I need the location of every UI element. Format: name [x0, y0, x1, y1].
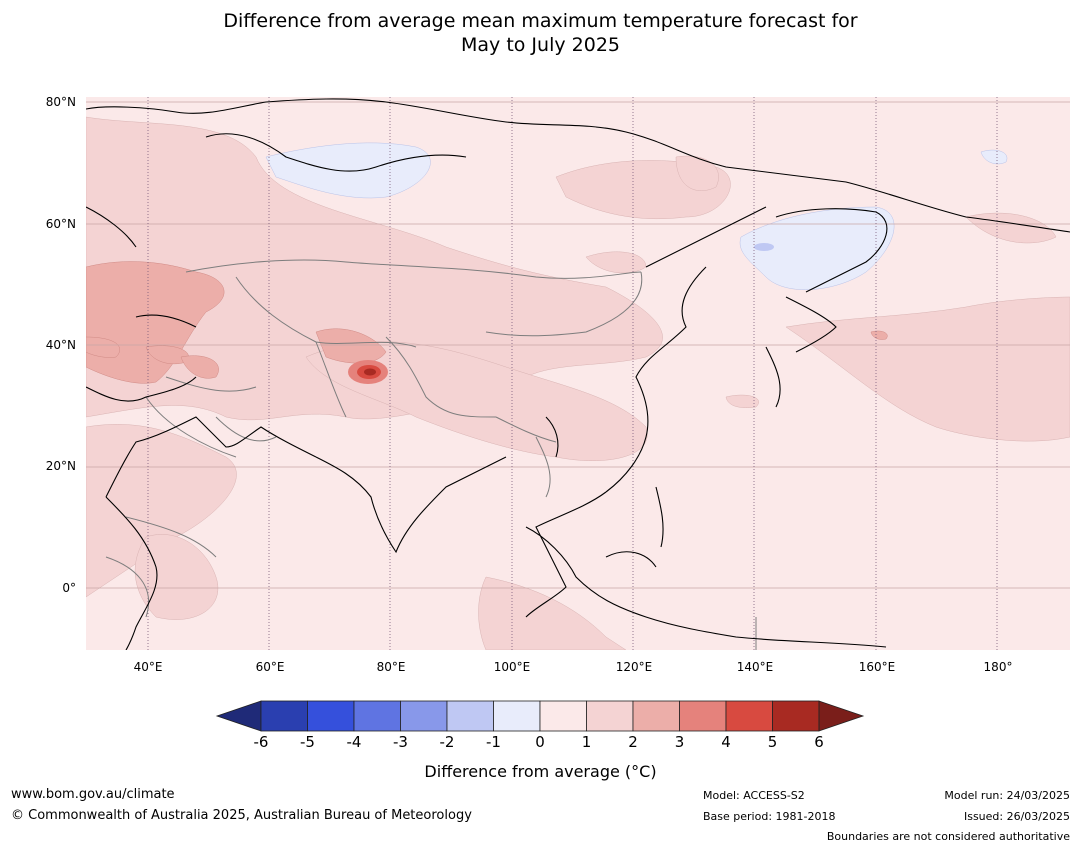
colorbar-tick-label: 0 — [535, 733, 545, 751]
lat-label-0: 0° — [62, 581, 76, 595]
colorbar-segment — [632, 700, 680, 732]
footer-disclaimer: Boundaries are not considered authoritat… — [826, 830, 1070, 843]
colorbar-tick-label: -3 — [393, 733, 408, 751]
footer-website: www.bom.gov.au/climate — [11, 787, 175, 802]
colorbar-tick-label: 1 — [581, 733, 592, 751]
lat-label-20n: 20°N — [45, 459, 76, 473]
colorbar-segments — [215, 700, 865, 732]
footer-issued: Issued: 26/03/2025 — [963, 810, 1070, 823]
chart-title: Difference from average mean maximum tem… — [0, 9, 1081, 57]
colorbar-segment — [586, 700, 634, 732]
colorbar-tick-label: -4 — [346, 733, 362, 751]
lat-label-60n: 60°N — [45, 217, 76, 231]
title-line-1: Difference from average mean maximum tem… — [223, 10, 858, 32]
lon-label-100e: 100°E — [493, 660, 531, 674]
colorbar-tick-label: 5 — [767, 733, 778, 751]
colorbar-segment — [353, 700, 401, 732]
footer-copyright: © Commonwealth of Australia 2025, Austra… — [11, 808, 472, 823]
colorbar-segment — [679, 700, 727, 732]
colorbar-extend-high — [818, 700, 865, 732]
colorbar-label: Difference from average (°C) — [424, 762, 657, 781]
lon-label-140e: 140°E — [736, 660, 774, 674]
map-canvas — [86, 97, 1070, 650]
lon-label-60e: 60°E — [255, 660, 285, 674]
footer-base-period: Base period: 1981-2018 — [703, 810, 836, 823]
colorbar-tick-label: 3 — [674, 733, 685, 751]
colorbar-segment — [307, 700, 355, 732]
forecast-map — [86, 97, 1070, 650]
longitude-lines — [147, 97, 998, 650]
footer-model: Model: ACCESS-S2 — [703, 789, 805, 802]
anomaly-cool-core — [754, 243, 774, 251]
lon-label-160e: 160°E — [858, 660, 896, 674]
colorbar-tick-label: -5 — [300, 733, 315, 751]
colorbar-extend-low — [215, 700, 262, 732]
colorbar-tick-label: -2 — [439, 733, 455, 751]
lon-label-180: 180° — [983, 660, 1013, 674]
colorbar-tick-label: -6 — [253, 733, 269, 751]
lon-label-40e: 40°E — [133, 660, 163, 674]
anomaly-2-3-regions — [86, 261, 888, 384]
colorbar-segment — [772, 700, 820, 732]
lon-label-120e: 120°E — [615, 660, 653, 674]
coastlines — [86, 98, 1070, 650]
colorbar-tick-label: 6 — [814, 733, 824, 751]
anomaly-cool-regions — [265, 142, 1008, 290]
colorbar-tick-label: 2 — [628, 733, 638, 751]
lat-label-80n: 80°N — [45, 95, 76, 109]
colorbar-segment — [260, 700, 308, 732]
colorbar-segment — [400, 700, 448, 732]
colorbar-segment — [725, 700, 773, 732]
colorbar-tick-label: 4 — [721, 733, 731, 751]
latitude-lines — [86, 101, 1070, 589]
colorbar-tick-label: -1 — [486, 733, 501, 751]
colorbar-segment — [539, 700, 587, 732]
colorbar-segment — [493, 700, 541, 732]
anomaly-hotspot — [348, 360, 388, 384]
lat-label-40n: 40°N — [45, 338, 76, 352]
lon-label-80e: 80°E — [376, 660, 406, 674]
footer-model-run: Model run: 24/03/2025 — [944, 789, 1070, 802]
title-line-2: May to July 2025 — [461, 34, 620, 56]
colorbar-segment — [446, 700, 494, 732]
anomaly-1-2-regions — [86, 116, 1070, 650]
